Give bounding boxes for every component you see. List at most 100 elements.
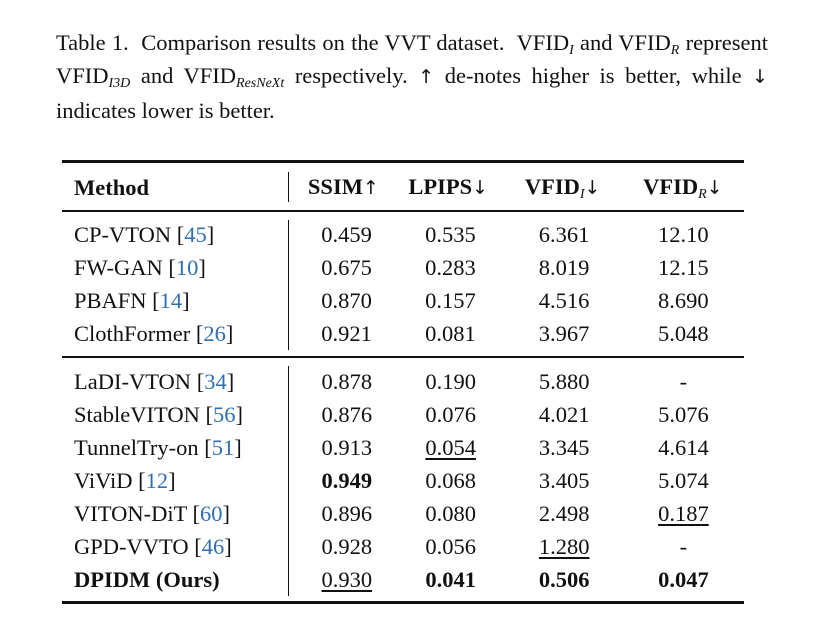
- vfid-r-value: 8.690: [658, 288, 709, 313]
- method-name: CP-VTON [45]: [74, 222, 215, 247]
- lpips-value: 0.283: [425, 255, 476, 280]
- citation-link[interactable]: 14: [159, 288, 183, 313]
- table-row: LaDI-VTON [34] 0.878 0.190 5.880 -: [62, 365, 744, 398]
- lpips-value: 0.081: [425, 321, 476, 346]
- citation-link[interactable]: 51: [211, 435, 235, 460]
- caption-label: Table 1.: [56, 30, 129, 55]
- vfid-r-value-best: 0.047: [658, 567, 709, 592]
- up-arrow-icon: ↑: [418, 66, 435, 88]
- vfid-r-value: 5.048: [658, 321, 709, 346]
- method-name: TunnelTry-on [51]: [74, 435, 242, 460]
- ssim-value: 0.896: [321, 501, 373, 526]
- vfid-i-value: 2.498: [538, 501, 590, 526]
- vfid-r-value: -: [679, 369, 688, 394]
- method-name: VITON-DiT [60]: [74, 501, 231, 526]
- lpips-value: 0.076: [425, 402, 476, 427]
- table-row: StableVITON [56] 0.876 0.076 4.021 5.076: [62, 398, 744, 431]
- caption-text-2: de-notes higher is better, while: [444, 63, 742, 88]
- header-row: Method SSIM↑ LPIPS↓ VFIDI↓ VFIDR↓: [62, 170, 744, 205]
- vfid-r-value-second-best: 0.187: [658, 501, 709, 526]
- ssim-value: 0.913: [321, 435, 373, 460]
- vfid-i-value: 3.405: [538, 468, 590, 493]
- lpips-value: 0.080: [425, 501, 476, 526]
- method-name: PBAFN [14]: [74, 288, 190, 313]
- citation-link[interactable]: 45: [184, 222, 207, 247]
- caption-respectively: respectively.: [294, 63, 408, 88]
- vfid-r-value: 12.10: [658, 222, 709, 247]
- citation-link[interactable]: 46: [201, 534, 225, 559]
- table-row: CP-VTON [45] 0.459 0.535 6.361 12.10: [62, 218, 744, 251]
- method-name: ClothFormer [26]: [74, 321, 234, 346]
- group2-table: LaDI-VTON [34] 0.878 0.190 5.880 - Stabl…: [62, 365, 744, 596]
- caption-vfid-i3d: VFIDI3D: [56, 63, 131, 91]
- caption-represent: represent: [685, 30, 769, 55]
- group1-vertical-rule: [288, 220, 289, 350]
- lpips-value-second-best: 0.054: [425, 435, 476, 460]
- down-arrow-icon: ↓: [752, 66, 769, 88]
- caption-and: and: [579, 30, 613, 55]
- ssim-value: 0.921: [321, 321, 372, 346]
- caption-text-3: indicates lower is better.: [56, 98, 275, 123]
- top-rule: [62, 160, 744, 163]
- lpips-value: 0.056: [425, 534, 476, 559]
- citation-link[interactable]: 10: [175, 255, 199, 280]
- group2-vertical-rule: [288, 366, 289, 596]
- caption-vfid-r: VFIDR: [618, 30, 680, 58]
- ssim-value-second-best: 0.930: [321, 567, 373, 592]
- vfid-r-value: 5.074: [658, 468, 709, 493]
- ssim-value: 0.878: [321, 369, 373, 394]
- caption-vfid-i: VFIDI: [516, 30, 574, 58]
- table-row: ClothFormer [26] 0.921 0.081 3.967 5.048: [62, 317, 744, 350]
- method-name: StableVITON [56]: [74, 402, 243, 427]
- header-lpips: LPIPS↓: [408, 174, 488, 199]
- vfid-i-value: 4.516: [538, 288, 590, 313]
- header-rule: [62, 210, 744, 212]
- method-name: ViViD [12]: [74, 468, 176, 493]
- method-name: GPD-VVTO [46]: [74, 534, 232, 559]
- header-method: Method: [74, 175, 149, 200]
- vfid-i-value: 5.880: [538, 369, 590, 394]
- citation-link[interactable]: 34: [204, 369, 227, 394]
- citation-link[interactable]: 12: [145, 468, 169, 493]
- vfid-r-value: -: [679, 534, 688, 559]
- caption-vfid-resnext: VFIDResNeXt: [183, 63, 285, 91]
- lpips-value: 0.068: [425, 468, 476, 493]
- vfid-r-value: 4.614: [658, 435, 709, 460]
- table-row: GPD-VVTO [46] 0.928 0.056 1.280 -: [62, 530, 744, 563]
- caption-text-1: Comparison results on the VVT dataset.: [141, 30, 505, 55]
- group1-table: CP-VTON [45] 0.459 0.535 6.361 12.10 FW-…: [62, 218, 744, 350]
- header-table: Method SSIM↑ LPIPS↓ VFIDI↓ VFIDR↓: [62, 170, 744, 205]
- method-name-ours: DPIDM (Ours): [74, 567, 220, 592]
- method-name: FW-GAN [10]: [74, 255, 206, 280]
- table-caption: Table 1. Comparison results on the VVT d…: [56, 26, 768, 127]
- vfid-r-value: 12.15: [658, 255, 709, 280]
- lpips-value-best: 0.041: [425, 567, 476, 592]
- down-arrow-icon: ↓: [472, 177, 488, 199]
- ssim-value: 0.675: [321, 255, 372, 280]
- ssim-value: 0.876: [321, 402, 373, 427]
- vfid-i-value-best: 0.506: [538, 567, 590, 592]
- ssim-value-best: 0.949: [321, 468, 373, 493]
- bottom-rule: [62, 601, 744, 604]
- vfid-i-value: 6.361: [538, 222, 590, 247]
- vfid-r-value: 5.076: [658, 402, 709, 427]
- citation-link[interactable]: 26: [203, 321, 226, 346]
- lpips-value: 0.157: [425, 288, 476, 313]
- table-row: FW-GAN [10] 0.675 0.283 8.019 12.15: [62, 251, 744, 284]
- table-row: ViViD [12] 0.949 0.068 3.405 5.074: [62, 464, 744, 497]
- table-row-ours: DPIDM (Ours) 0.930 0.041 0.506 0.047: [62, 563, 744, 596]
- down-arrow-icon: ↓: [584, 177, 601, 199]
- ssim-value: 0.928: [321, 534, 373, 559]
- lpips-value: 0.535: [425, 222, 476, 247]
- header-vfid-r: VFIDR↓: [643, 174, 723, 202]
- citation-link[interactable]: 60: [200, 501, 223, 526]
- vfid-i-value: 3.345: [538, 435, 590, 460]
- group-separator-rule: [62, 356, 744, 358]
- down-arrow-icon: ↓: [706, 177, 723, 199]
- header-vertical-rule: [288, 172, 289, 202]
- table-row: TunnelTry-on [51] 0.913 0.054 3.345 4.61…: [62, 431, 744, 464]
- header-ssim: SSIM↑: [307, 174, 379, 199]
- header-vfid-i: VFIDI↓: [524, 174, 601, 202]
- caption-and-2: and: [140, 63, 174, 88]
- citation-link[interactable]: 56: [212, 402, 236, 427]
